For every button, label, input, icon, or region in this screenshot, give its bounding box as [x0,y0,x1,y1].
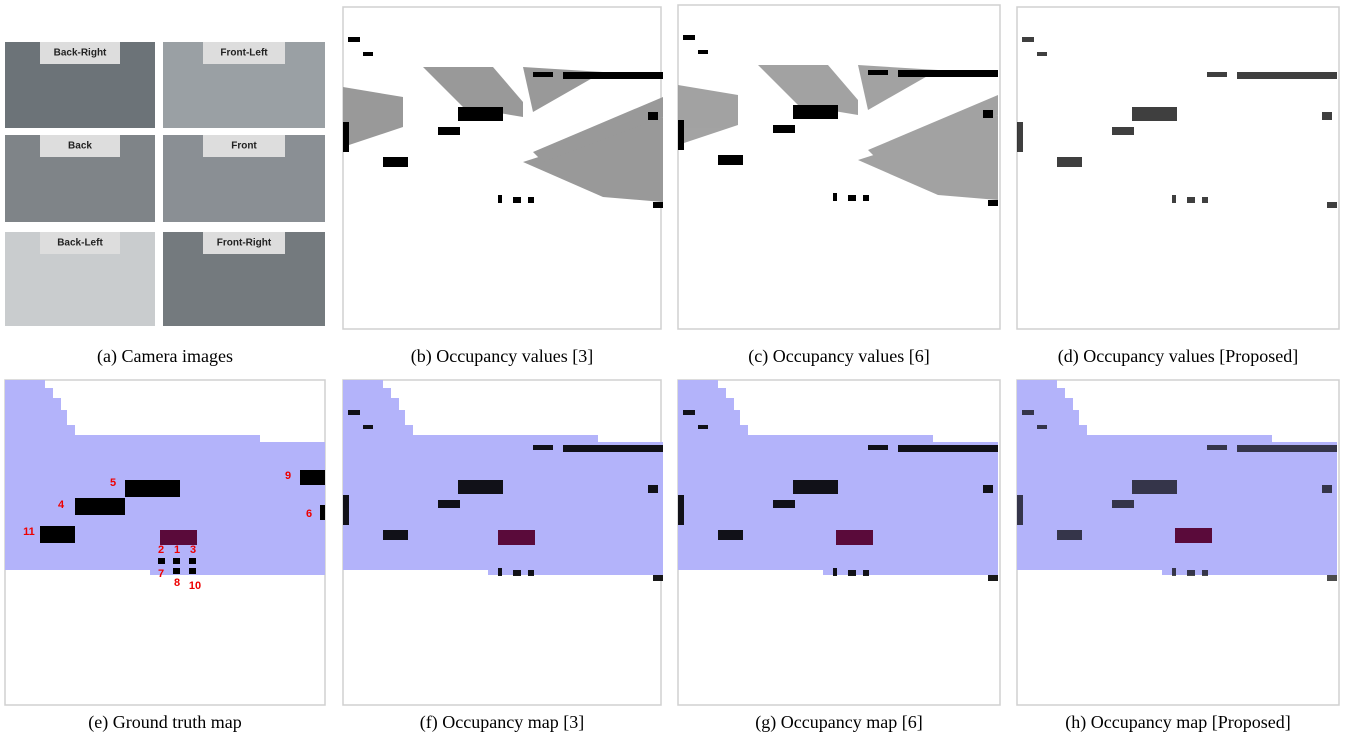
occupancy-map [678,380,1000,705]
object-label: 1 [174,544,180,556]
camera-label: Front-Right [217,238,272,249]
object-label: 6 [306,508,312,520]
occupancy-map [343,380,663,705]
object-label: 5 [110,477,116,489]
camera-label: Front [231,141,257,152]
caption: (f) Occupancy map [3] [420,712,584,733]
caption: (d) Occupancy values [Proposed] [1058,346,1298,367]
object-label: 3 [190,544,196,556]
object-label: 10 [189,580,201,592]
caption: (a) Camera images [97,346,233,367]
object-label: 7 [158,568,164,580]
camera-images: Back-Right Front-Left Back Front Back-Le… [5,42,325,326]
caption: (b) Occupancy values [3] [411,346,593,367]
occupancy-values [1017,7,1339,329]
object-label: 9 [285,470,291,482]
camera-label: Front-Left [220,48,268,59]
object-label: 8 [174,577,180,589]
caption: (c) Occupancy values [6] [748,346,929,367]
caption: (h) Occupancy map [Proposed] [1065,712,1290,733]
occupancy-values [343,7,663,329]
camera-label: Back-Right [54,48,107,59]
camera-label: Back-Left [57,238,103,249]
ground-truth-map: 5 4 11 9 6 2 1 3 7 8 10 [5,380,325,705]
object-label: 4 [58,499,65,511]
object-label: 2 [158,544,164,556]
camera-label: Back [68,141,92,152]
occupancy-map [1017,380,1339,705]
object-label: 11 [23,526,35,538]
figure: Back-Right Front-Left Back Front Back-Le… [0,0,1359,747]
caption: (g) Occupancy map [6] [755,712,922,733]
occupancy-values [678,5,1000,329]
caption: (e) Ground truth map [88,712,241,733]
